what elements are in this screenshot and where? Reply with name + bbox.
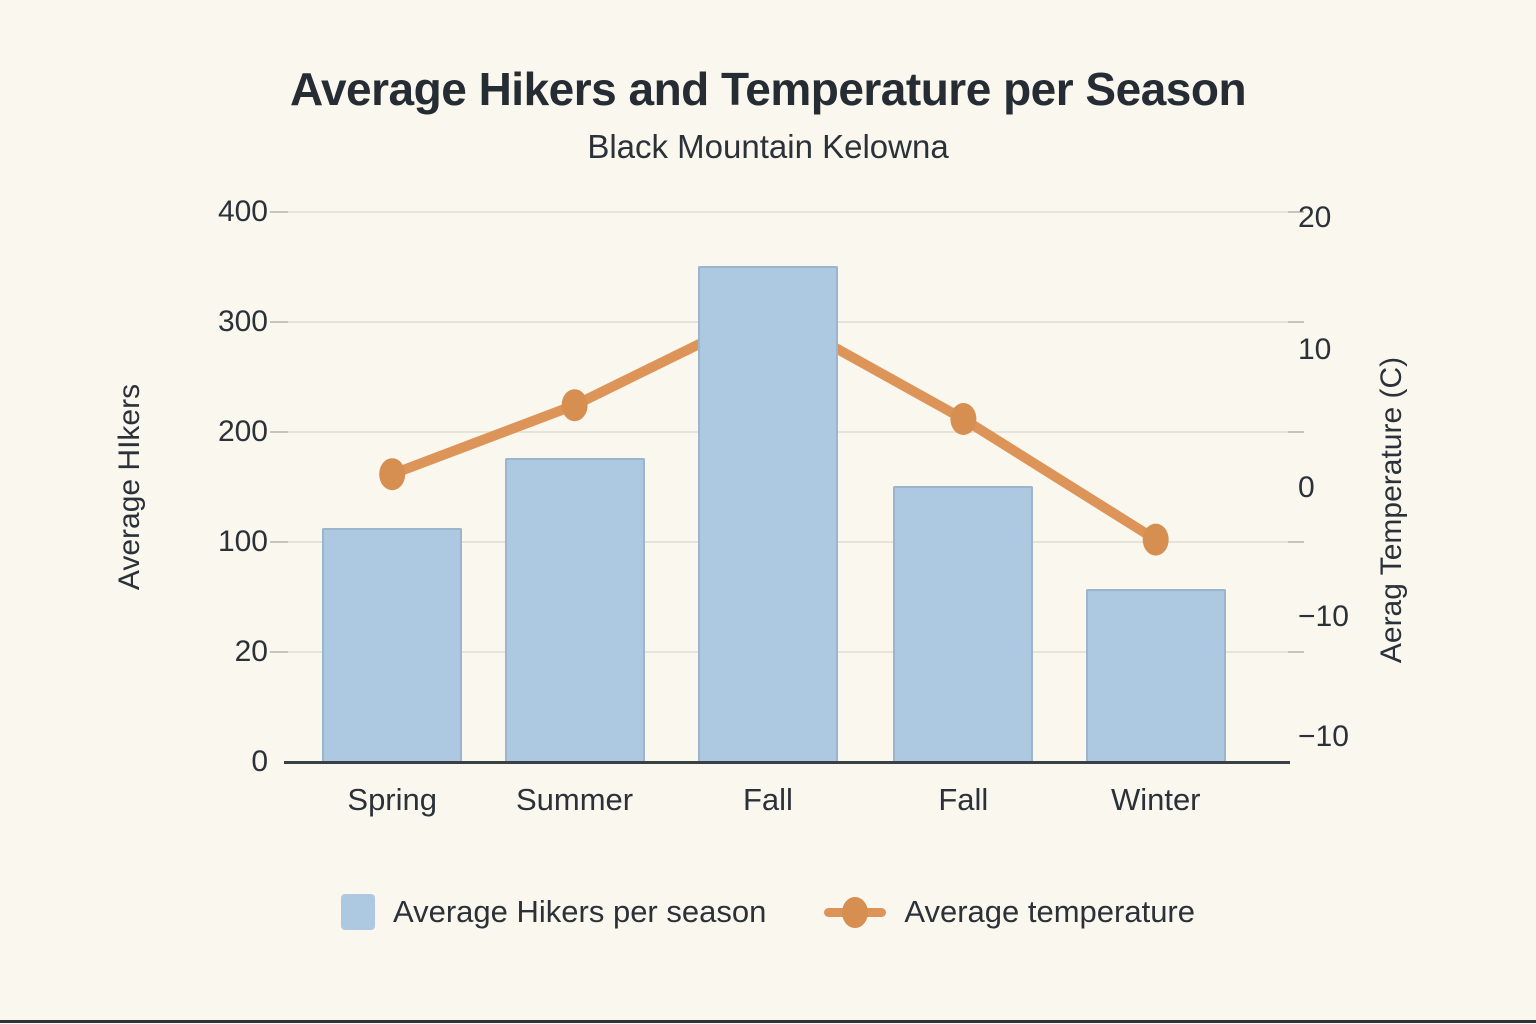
left-axis-tick-label: 300 [217,305,268,338]
right-axis-tick-label: −10 [1298,599,1349,633]
left-axis-tick-label: 200 [217,415,268,448]
gridline [286,211,1288,213]
temperature-marker-1 [561,389,588,422]
bar-spring-0 [322,528,463,761]
right-tick-mark [1288,541,1304,543]
bottom-edge-line [0,1020,1536,1023]
bar-fall-3 [893,486,1034,761]
right-axis-tick-label: −10 [1298,720,1349,754]
x-axis-tick-label: Fall [742,782,793,817]
right-tick-mark [1288,651,1304,653]
right-axis-tick-label: 10 [1298,333,1332,367]
legend-item-temperature: Average temperature [824,894,1195,930]
right-axis-title-wrap: Aerag Temperature (C) [1362,235,1422,785]
legend-label-temperature: Average temperature [904,894,1195,929]
right-axis-tick-label: 0 [1298,471,1315,505]
bar-summer-1 [504,458,645,761]
left-tick-mark [270,431,288,433]
left-axis-tick-label: 100 [217,525,268,558]
left-tick-mark [270,651,288,653]
bar-winter-4 [1085,589,1226,761]
legend-label-hikers: Average Hikers per season [392,894,767,929]
right-tick-mark [1288,211,1304,213]
bar-fall-2 [697,266,838,761]
x-axis-line [284,761,1290,764]
left-axis-title-wrap: Average HIkers [100,212,160,762]
legend: Average Hikers per season Average temper… [0,888,1536,936]
chart-subtitle: Black Mountain Kelowna [587,128,949,165]
temperature-marker-4 [1142,523,1169,556]
left-axis-title: Average HIkers [113,383,146,591]
temperature-marker-0 [379,458,406,491]
x-axis-tick-label: Summer [515,782,634,817]
left-axis-tick-label: 400 [217,195,268,228]
left-axis-tick-label: 20 [234,635,268,668]
right-axis-tick-label: 20 [1298,201,1332,235]
temperature-marker-3 [950,403,977,435]
right-tick-mark [1288,431,1304,433]
x-axis-tick-label: Winter [1110,782,1201,817]
left-tick-mark [270,541,288,543]
x-axis-tick-label: Fall [938,782,989,817]
left-axis-tick-label: 0 [251,745,268,778]
plot-area [270,211,1304,764]
line-series-swatch-icon [824,894,887,930]
right-tick-mark [1288,321,1304,323]
bar-series-swatch-icon [340,894,375,930]
left-tick-mark [270,321,288,323]
x-axis-tick-label: Spring [347,782,437,817]
chart-title: Average Hikers and Temperature per Seaso… [289,63,1247,115]
left-tick-mark [270,211,288,213]
legend-item-hikers: Average Hikers per season [340,894,767,930]
